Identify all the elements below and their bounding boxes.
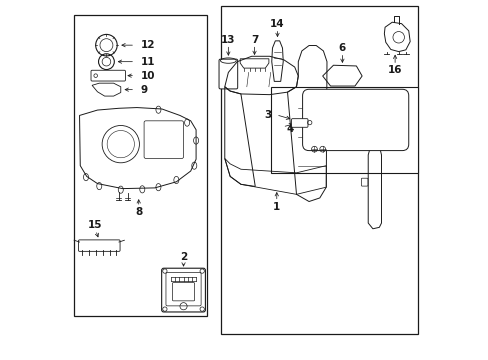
Bar (74, 15, 206, 316)
Text: 7: 7 (250, 35, 258, 45)
FancyBboxPatch shape (172, 283, 194, 301)
FancyBboxPatch shape (302, 89, 408, 150)
Text: 4: 4 (286, 124, 294, 134)
Text: 14: 14 (270, 19, 284, 30)
FancyBboxPatch shape (291, 119, 307, 127)
Text: 6: 6 (338, 44, 346, 53)
Text: 3: 3 (264, 110, 271, 120)
FancyBboxPatch shape (165, 273, 201, 306)
Text: 1: 1 (273, 202, 280, 212)
FancyBboxPatch shape (144, 121, 183, 158)
Text: 11: 11 (140, 57, 155, 67)
Text: 9: 9 (140, 85, 147, 95)
FancyBboxPatch shape (361, 178, 367, 186)
Text: 13: 13 (221, 35, 235, 45)
Bar (221, 6, 418, 334)
Text: 12: 12 (140, 40, 155, 50)
Bar (271, 87, 418, 173)
FancyBboxPatch shape (91, 70, 125, 81)
Text: 15: 15 (87, 220, 102, 230)
Text: 16: 16 (387, 65, 402, 75)
Text: 10: 10 (140, 71, 155, 81)
Text: 5: 5 (387, 120, 394, 130)
FancyBboxPatch shape (78, 240, 120, 251)
FancyBboxPatch shape (219, 59, 237, 89)
Text: 8: 8 (135, 207, 142, 217)
Text: 2: 2 (180, 252, 187, 262)
FancyBboxPatch shape (162, 268, 205, 312)
